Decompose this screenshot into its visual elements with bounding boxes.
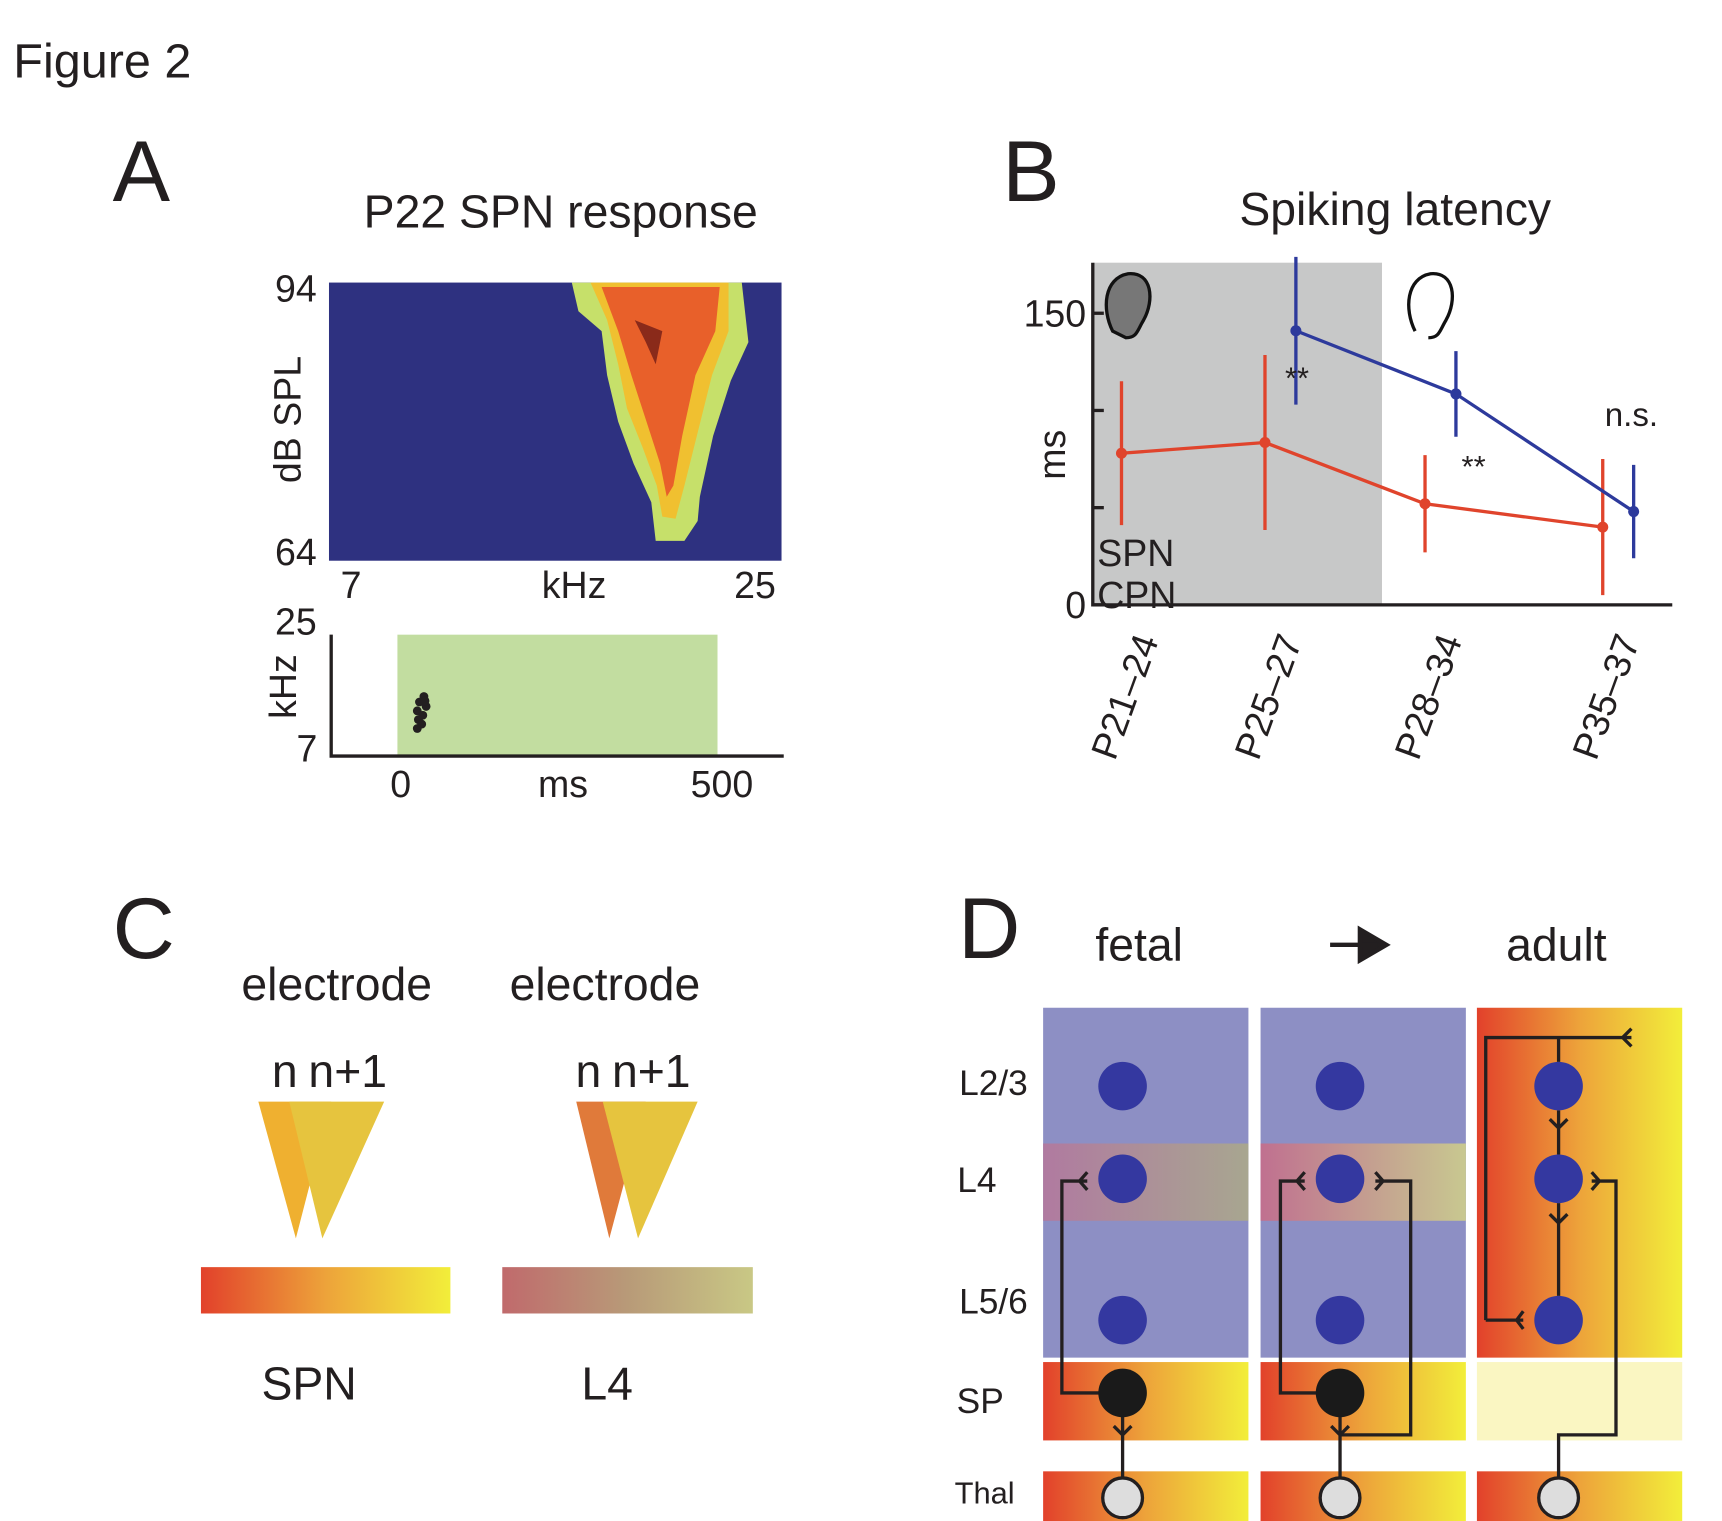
layer-label: L5/6 (959, 1282, 1028, 1321)
x-tick-label: P25–27 (1226, 629, 1310, 765)
thalamus (1043, 1471, 1249, 1521)
axis-label: 7 (341, 564, 362, 606)
layer-label: SP (957, 1382, 1004, 1421)
legend-entry: SPN (1097, 532, 1174, 574)
annotation: ** (1462, 449, 1486, 484)
point (1115, 447, 1128, 459)
chart-title: Spiking latency (1239, 183, 1552, 235)
subplate (1476, 1362, 1683, 1441)
x-tick-label: P21–24 (1083, 629, 1167, 765)
axis-label: 25 (275, 601, 317, 643)
heatmap-response (601, 286, 720, 497)
layer-bar (200, 1267, 451, 1314)
panel-letter: A (113, 124, 171, 220)
axis-label: 7 (296, 728, 317, 770)
neurons (1098, 1061, 1583, 1345)
subplate-neuron (1315, 1368, 1365, 1418)
figure-title: Figure 2 (13, 34, 191, 88)
electrode-shank (289, 1101, 385, 1239)
point (1259, 437, 1271, 449)
point (1450, 388, 1462, 400)
arrow (1330, 925, 1391, 965)
column-heading: electrode (241, 958, 432, 1010)
panel-letter: B (1002, 124, 1059, 220)
axis-label: 25 (734, 564, 776, 606)
layer-label: SPN (261, 1358, 356, 1410)
panel-letter: D (958, 881, 1020, 977)
layer-label: L4 (957, 1161, 996, 1200)
annotation: n.s. (1605, 397, 1658, 434)
wiring (1060, 1027, 1633, 1480)
electrode-n: n (272, 1045, 298, 1097)
spikes (412, 692, 431, 733)
layer-label: L2/3 (959, 1064, 1028, 1103)
electrode-n1: n+1 (308, 1045, 387, 1097)
thalamic-neurons (1101, 1476, 1581, 1520)
panel-letter: C (113, 881, 175, 977)
point (1290, 325, 1302, 337)
layer-label: L4 (581, 1358, 633, 1410)
layer-bar (502, 1267, 753, 1314)
legend-entry: CPN (1097, 574, 1176, 616)
stage-label: adult (1506, 918, 1607, 970)
axis-title: dB SPL (266, 356, 308, 483)
electrode-n1: n+1 (612, 1045, 691, 1097)
electrode-shank (602, 1101, 698, 1239)
column-heading: electrode (510, 958, 701, 1010)
raster-axes (329, 634, 784, 758)
axis-label: 500 (691, 763, 754, 805)
y-tick-label: 150 (1024, 292, 1087, 334)
axis-label: 64 (275, 531, 317, 573)
ear-icon (1104, 272, 1152, 340)
annotation: ** (1285, 361, 1309, 396)
axis-title: kHz (262, 654, 304, 719)
subplate (1260, 1362, 1466, 1441)
ear-icon (1407, 272, 1454, 340)
stage-label: fetal (1095, 918, 1183, 970)
series-line (1121, 440, 1603, 529)
axis-title: kHz (542, 564, 607, 606)
heatmap-core (634, 320, 663, 365)
stimulus-window (397, 634, 718, 757)
axis-title: ms (538, 763, 588, 805)
axis-label: 94 (275, 267, 317, 309)
x-tick-label: P28–34 (1386, 629, 1470, 765)
electrode-n: n (575, 1045, 601, 1097)
y-axis-title: ms (1031, 430, 1073, 480)
subplate (1043, 1362, 1249, 1441)
point (1628, 506, 1640, 518)
subplate-neuron (1098, 1368, 1147, 1418)
point (1419, 498, 1431, 510)
layer-label: Thal (955, 1475, 1015, 1510)
y-tick-label: 0 (1065, 584, 1086, 626)
axis-label: 0 (390, 763, 411, 805)
point (1597, 521, 1609, 533)
panel-title: P22 SPN response (364, 185, 758, 237)
thalamus (1260, 1471, 1466, 1521)
x-tick-label: P35–37 (1564, 629, 1648, 765)
